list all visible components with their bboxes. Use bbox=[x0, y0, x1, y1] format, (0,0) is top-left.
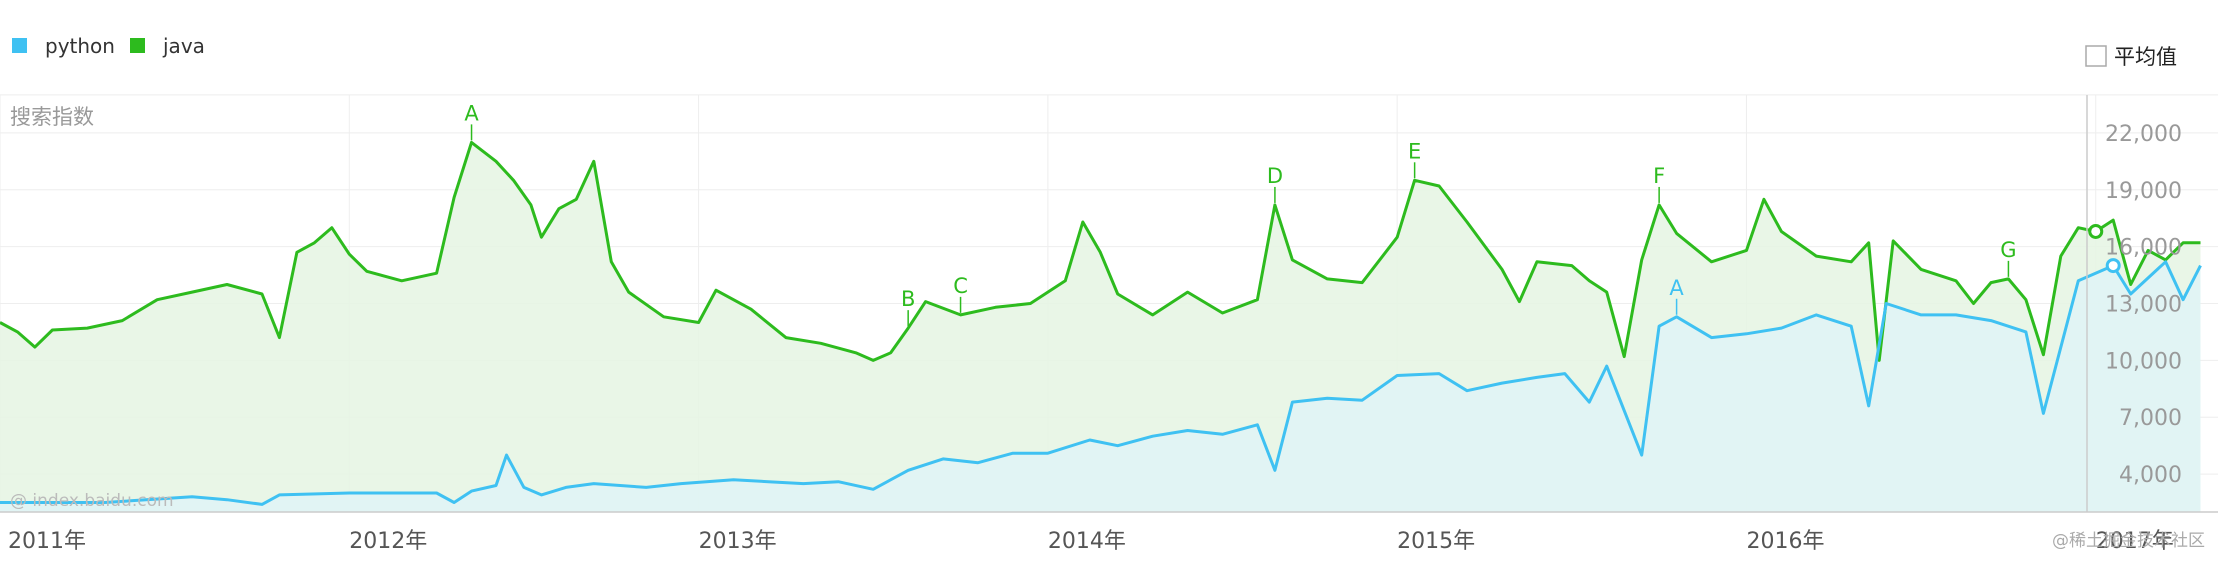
end-marker-python bbox=[2105, 258, 2121, 274]
x-tick-label: 2017年 bbox=[2096, 529, 2174, 554]
annotation-python-A[interactable]: A bbox=[1669, 276, 1684, 300]
x-tick-label: 2011年 bbox=[8, 529, 86, 554]
y-tick-label: 19,000 bbox=[2105, 179, 2182, 204]
series-lines bbox=[0, 140, 2202, 506]
legend-item-python[interactable]: python bbox=[12, 34, 115, 58]
annotation-java-B[interactable]: B bbox=[901, 287, 915, 311]
average-checkbox[interactable] bbox=[2085, 45, 2107, 67]
x-tick-label: 2016年 bbox=[1746, 529, 1824, 554]
annotation-java-G[interactable]: G bbox=[2000, 238, 2016, 262]
annotations: A B C D E F G A bbox=[464, 101, 2017, 327]
y-axis-ticks: 4,000 7,000 10,000 13,000 16,000 19,000 22,000 bbox=[2105, 122, 2182, 488]
annotation-java-A[interactable]: A bbox=[464, 101, 479, 125]
end-marker-java bbox=[2088, 223, 2104, 239]
legend-swatch-java bbox=[130, 38, 145, 53]
watermark: @ index.baidu.com bbox=[10, 491, 174, 511]
annotation-java-C[interactable]: C bbox=[953, 274, 968, 298]
legend-label-java: java bbox=[162, 34, 205, 58]
x-tick-label: 2014年 bbox=[1048, 529, 1126, 554]
area-python bbox=[0, 261, 2201, 512]
line-python bbox=[0, 260, 2202, 506]
legend: python java bbox=[12, 34, 205, 58]
legend-swatch-python bbox=[12, 38, 27, 53]
average-toggle[interactable]: 平均值 bbox=[2085, 45, 2177, 69]
y-tick-label: 10,000 bbox=[2105, 349, 2182, 374]
y-tick-label: 4,000 bbox=[2119, 463, 2182, 488]
credit-text: @稀土掘金技术社区 bbox=[2052, 531, 2205, 551]
annotation-java-E[interactable]: E bbox=[1408, 139, 1421, 163]
legend-item-java[interactable]: java bbox=[130, 34, 205, 58]
x-axis-ticks: 2011年 2012年 2013年 2014年 2015年 2016年 2017年 bbox=[8, 529, 2174, 554]
line-java bbox=[0, 140, 2201, 362]
y-tick-label: 13,000 bbox=[2105, 293, 2182, 318]
y-tick-label: 16,000 bbox=[2105, 236, 2182, 261]
average-label: 平均值 bbox=[2114, 45, 2177, 69]
series-areas bbox=[0, 142, 2201, 512]
x-tick-label: 2013年 bbox=[699, 529, 777, 554]
annotation-java-F[interactable]: F bbox=[1653, 164, 1665, 188]
x-tick-label: 2012年 bbox=[349, 529, 427, 554]
x-tick-label: 2015年 bbox=[1397, 529, 1475, 554]
y-axis-label: 搜索指数 bbox=[10, 105, 94, 129]
legend-label-python: python bbox=[45, 34, 115, 58]
y-tick-label: 7,000 bbox=[2119, 406, 2182, 431]
annotation-java-D[interactable]: D bbox=[1267, 164, 1283, 188]
series-end-markers bbox=[2088, 223, 2121, 274]
y-tick-label: 22,000 bbox=[2105, 122, 2182, 147]
